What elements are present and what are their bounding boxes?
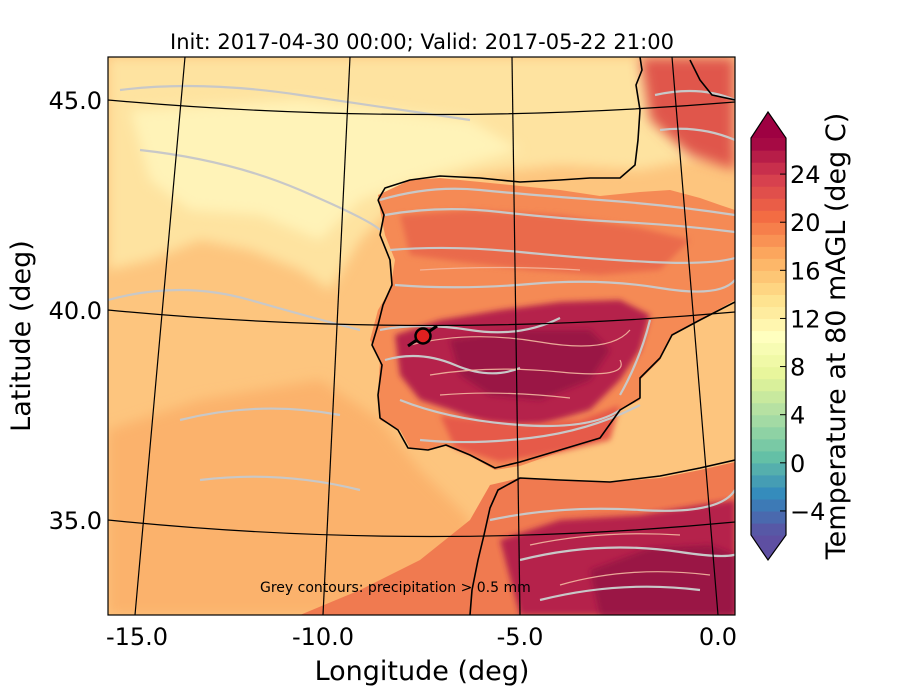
x-tick-label: -15.0 xyxy=(106,623,168,651)
colorbar-label: Temperature at 80 mAGL (deg C) xyxy=(821,113,852,561)
cooler-patch xyxy=(130,100,520,240)
colorbar-level xyxy=(751,210,786,223)
y-tick-label: 40.0 xyxy=(49,297,102,325)
southern-coast-band xyxy=(440,405,620,462)
x-tick-labels: -15.0 -10.0 -5.0 0.0 xyxy=(106,623,737,651)
x-tick-label: 0.0 xyxy=(699,623,737,651)
y-tick-labels: 45.0 40.0 35.0 xyxy=(49,87,102,535)
y-tick-label: 35.0 xyxy=(49,507,102,535)
colorbar: 24 20 16 12 8 4 0 −4 Temperature at 80 mAGL (de… xyxy=(750,110,852,562)
colorbar-level xyxy=(751,138,786,151)
colorbar-level xyxy=(751,186,786,199)
map-frame xyxy=(107,56,736,616)
colorbar-tick-label: 8 xyxy=(790,354,805,382)
colorbar-level xyxy=(751,474,786,488)
precipitation-contours xyxy=(108,84,735,602)
graticule xyxy=(108,57,735,615)
colorbar-level xyxy=(751,366,786,380)
colorbar-level xyxy=(751,498,786,512)
colorbar-tick-label: 24 xyxy=(790,161,821,189)
northern-plateau xyxy=(400,210,690,275)
colorbar-tick-label: 16 xyxy=(790,257,821,285)
colorbar-swatches xyxy=(751,112,786,560)
map-title: Init: 2017-04-30 00:00; Valid: 2017-05-2… xyxy=(170,30,674,54)
colorbar-level xyxy=(751,222,786,235)
colorbar-level xyxy=(751,522,786,536)
coastlines xyxy=(371,57,735,615)
hotter-africa-core xyxy=(590,545,735,615)
colorbar-level xyxy=(751,162,786,175)
colorbar-tick-label: 12 xyxy=(790,305,821,333)
coast-france-north-spain xyxy=(377,57,643,201)
colorbar-level xyxy=(751,402,786,416)
colorbar-outline xyxy=(750,110,787,562)
colorbar-tick-label: 20 xyxy=(790,209,821,237)
colorbar-level xyxy=(751,282,786,295)
colorbar-level xyxy=(751,438,786,452)
colorbar-level xyxy=(751,414,786,428)
colorbar-level xyxy=(751,354,786,368)
x-tick-label: -5.0 xyxy=(497,623,544,651)
colorbar-level xyxy=(751,378,786,392)
colorbar-level xyxy=(751,486,786,500)
colorbar-level xyxy=(751,258,786,271)
colorbar-level xyxy=(751,150,786,163)
colorbar-tick-label: −4 xyxy=(790,498,825,526)
colorbar-level xyxy=(751,306,786,320)
colorbar-level xyxy=(751,198,786,211)
warm-france-corner xyxy=(640,57,735,170)
colorbar-level xyxy=(751,234,786,247)
colorbar-level xyxy=(751,330,786,344)
colorbar-level xyxy=(751,270,786,283)
light-contours xyxy=(409,266,711,586)
colorbar-level xyxy=(751,246,786,259)
colorbar-tick-label: 0 xyxy=(790,450,805,478)
colorbar-level xyxy=(751,318,786,332)
coast-north-africa xyxy=(469,459,735,615)
site-marker xyxy=(407,324,438,348)
colorbar-level xyxy=(751,510,786,524)
x-axis-label: Longitude (deg) xyxy=(315,656,530,687)
warmer-southwest-sea xyxy=(108,380,470,615)
colorbar-extend-low xyxy=(751,535,786,560)
colorbar-level xyxy=(751,294,786,308)
colorbar-level xyxy=(751,462,786,476)
y-tick-label: 45.0 xyxy=(49,87,102,115)
colorbar-tick-label: 4 xyxy=(790,402,805,430)
colorbar-level xyxy=(751,390,786,404)
precipitation-annotation: Grey contours: precipitation > 0.5 mm xyxy=(260,580,531,596)
colorbar-level xyxy=(751,450,786,464)
temperature-map: Grey contours: precipitation > 0.5 mm xyxy=(108,57,735,615)
colorbar-level xyxy=(751,174,786,187)
y-axis-label: Latitude (deg) xyxy=(6,240,37,432)
coast-iberia-west-south-east xyxy=(371,199,735,469)
x-tick-label: -10.0 xyxy=(292,623,354,651)
coast-balearic-france xyxy=(689,59,735,101)
colorbar-level xyxy=(751,342,786,356)
colorbar-ticks: 24 20 16 12 8 4 0 −4 xyxy=(780,161,825,526)
colorbar-level xyxy=(751,426,786,440)
hotter-core xyxy=(450,330,610,400)
